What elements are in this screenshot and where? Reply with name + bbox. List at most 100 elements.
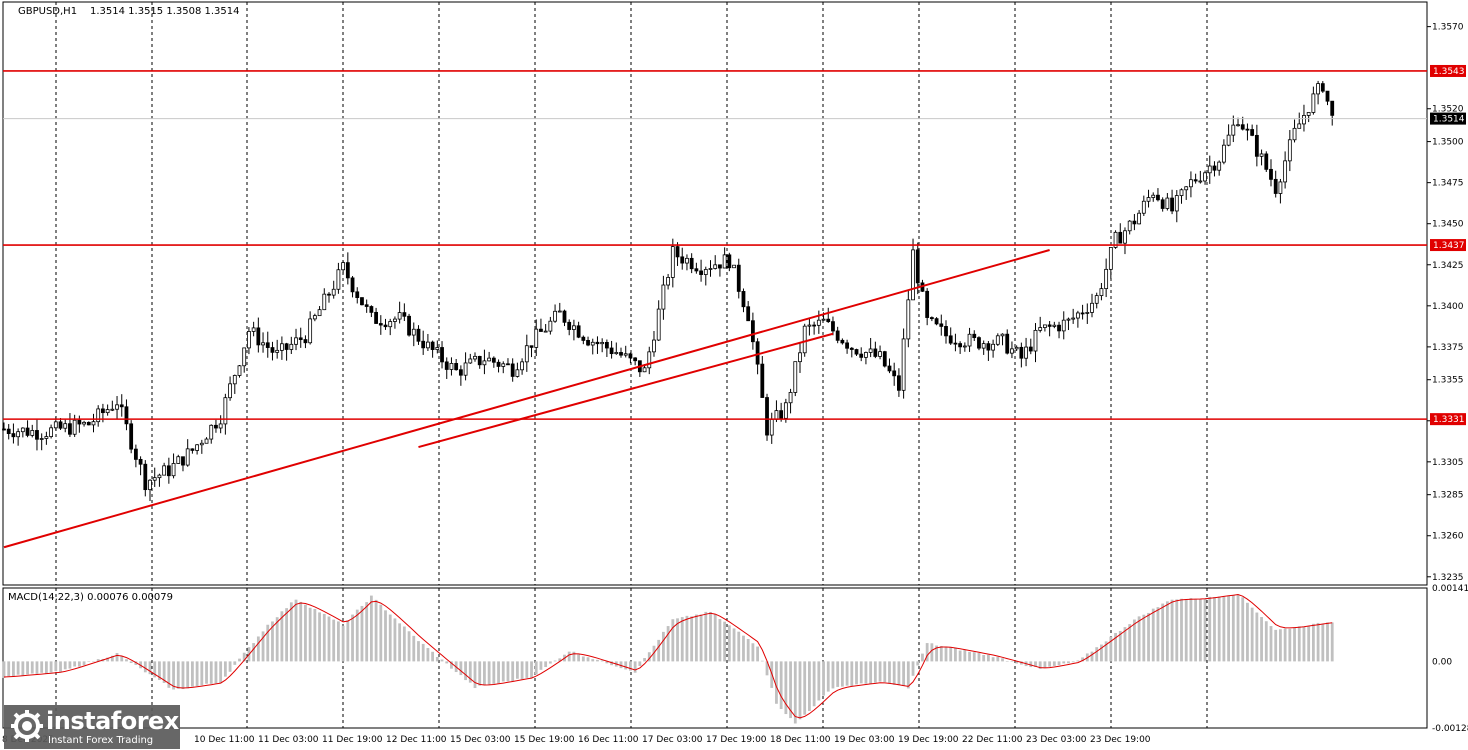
y-tick-label: 1.3500 bbox=[1432, 138, 1464, 148]
candle bbox=[369, 305, 374, 318]
candle-body-up bbox=[289, 343, 294, 350]
y-tick-label: 1.3570 bbox=[1432, 23, 1464, 33]
candle-body-up bbox=[807, 324, 812, 327]
macd-bar bbox=[355, 609, 359, 662]
candle-body-down bbox=[765, 397, 769, 436]
candle bbox=[750, 312, 755, 350]
macd-bar bbox=[869, 661, 873, 685]
candle-body-down bbox=[529, 345, 534, 348]
candle-body-up bbox=[1038, 327, 1043, 331]
candle-body-up bbox=[232, 375, 237, 385]
macd-bar bbox=[864, 661, 868, 684]
macd-bar bbox=[751, 643, 755, 662]
macd-bar bbox=[713, 614, 717, 662]
candle bbox=[138, 456, 143, 476]
candle bbox=[694, 262, 699, 274]
macd-bar bbox=[143, 661, 147, 673]
macd-bar bbox=[539, 661, 543, 670]
candle bbox=[1043, 324, 1047, 332]
macd-bar bbox=[930, 643, 934, 662]
macd-bar bbox=[831, 661, 835, 689]
candle bbox=[11, 423, 16, 444]
macd-bar bbox=[120, 656, 124, 662]
candle bbox=[308, 311, 313, 345]
macd-bar bbox=[822, 661, 825, 696]
candle-body-up bbox=[732, 264, 736, 269]
candle-body-up bbox=[661, 284, 666, 310]
candle-body-up bbox=[322, 293, 327, 311]
macd-bar bbox=[280, 611, 284, 662]
candle bbox=[680, 247, 685, 270]
macd-bar bbox=[294, 599, 298, 662]
macd-bar bbox=[242, 652, 246, 662]
y-tick-label: 1.3305 bbox=[1432, 458, 1464, 468]
candle bbox=[279, 336, 284, 360]
macd-bar bbox=[1001, 658, 1004, 662]
macd-bar bbox=[440, 659, 444, 662]
candle bbox=[1024, 337, 1028, 367]
macd-bar bbox=[1326, 622, 1329, 662]
candle bbox=[1316, 80, 1320, 105]
macd-histogram bbox=[2, 594, 1334, 724]
candle bbox=[223, 393, 228, 435]
macd-bar bbox=[949, 647, 953, 662]
macd-bar bbox=[765, 661, 769, 676]
candle-body-up bbox=[63, 423, 68, 429]
candle-body-up bbox=[1221, 144, 1226, 163]
candle bbox=[944, 320, 948, 344]
candle-body-up bbox=[878, 351, 882, 357]
candle bbox=[897, 368, 901, 397]
current-price-badge bbox=[1430, 112, 1466, 125]
macd-bar bbox=[228, 661, 232, 672]
macd-bar bbox=[610, 661, 613, 666]
macd-bar bbox=[40, 661, 44, 673]
candle bbox=[506, 358, 510, 366]
candle bbox=[882, 350, 887, 368]
candle bbox=[388, 318, 393, 336]
candle-body-up bbox=[294, 337, 298, 345]
macd-bar bbox=[369, 595, 373, 662]
candle-body-down bbox=[604, 342, 609, 349]
candle bbox=[524, 334, 529, 372]
candle-body-down bbox=[166, 465, 171, 477]
candle bbox=[440, 341, 444, 369]
macd-bar bbox=[313, 608, 317, 662]
macd-bar bbox=[153, 661, 157, 678]
candle-body-down bbox=[1273, 178, 1278, 194]
macd-bar bbox=[1311, 623, 1315, 662]
macd-bar bbox=[1307, 626, 1311, 662]
candle-body-up bbox=[515, 369, 520, 377]
candle-body-up bbox=[336, 269, 341, 290]
macd-bar bbox=[459, 661, 463, 676]
candle-body-up bbox=[600, 342, 605, 345]
macd-bar bbox=[1114, 632, 1117, 662]
candle-body-down bbox=[1028, 346, 1033, 352]
candle bbox=[1273, 170, 1278, 198]
candle bbox=[807, 318, 812, 336]
macd-bar bbox=[426, 648, 430, 662]
candle-body-down bbox=[1057, 324, 1061, 332]
macd-bar bbox=[775, 661, 778, 704]
candle bbox=[628, 352, 633, 364]
candle bbox=[760, 356, 765, 398]
candle bbox=[1330, 100, 1335, 126]
candle-body-down bbox=[1245, 128, 1250, 131]
candle-body-down bbox=[859, 353, 864, 358]
candle bbox=[670, 238, 675, 288]
candle-body-up bbox=[534, 328, 539, 348]
macd-bar bbox=[1250, 607, 1254, 662]
macd-bar bbox=[2, 661, 6, 678]
candle bbox=[835, 326, 840, 344]
macd-bar bbox=[982, 655, 986, 662]
macd-bar bbox=[850, 661, 854, 686]
candle bbox=[430, 340, 435, 358]
x-tick-label: 12 Dec 11:00 bbox=[386, 735, 447, 745]
macd-bar bbox=[803, 661, 807, 715]
macd-bar bbox=[1147, 612, 1150, 662]
candle-body-down bbox=[849, 347, 854, 350]
macd-bar bbox=[972, 652, 976, 662]
candle bbox=[1311, 86, 1316, 115]
candle bbox=[548, 316, 553, 335]
candle-body-up bbox=[1085, 312, 1090, 314]
candle bbox=[1170, 189, 1174, 215]
